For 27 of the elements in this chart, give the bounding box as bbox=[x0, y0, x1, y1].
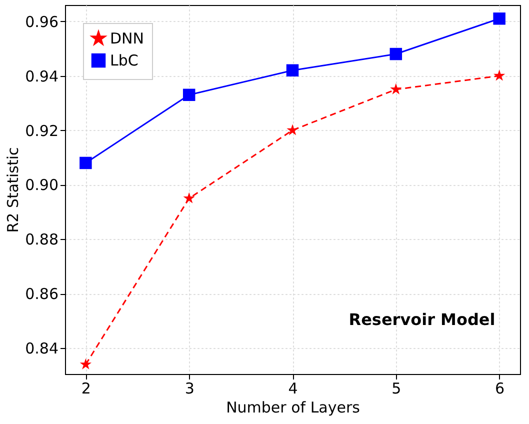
y-axis-title: R2 Statistic bbox=[4, 147, 22, 233]
annotation: Reservoir Model bbox=[348, 310, 496, 329]
point bbox=[80, 358, 92, 370]
point bbox=[182, 88, 196, 101]
y-tick-label: 0.92 bbox=[25, 122, 58, 140]
y-tick-label: 0.86 bbox=[25, 285, 58, 304]
point bbox=[493, 70, 506, 81]
x-tick-label: 4 bbox=[288, 380, 298, 398]
x-tick-label: 6 bbox=[495, 380, 505, 398]
x-tick-label: 5 bbox=[392, 380, 402, 398]
x-tick-label: 2 bbox=[81, 380, 91, 398]
legend-label: DNN bbox=[110, 30, 144, 48]
point bbox=[80, 156, 92, 170]
x-tick-label: 3 bbox=[184, 380, 194, 398]
point bbox=[286, 124, 298, 136]
y-tick-label: 0.90 bbox=[25, 176, 58, 194]
legend-label: LbC bbox=[110, 52, 138, 70]
point bbox=[390, 83, 402, 94]
y-tick-label: 0.84 bbox=[25, 340, 58, 358]
y-tick-label: 0.96 bbox=[25, 12, 58, 31]
x-axis-title: Number of Layers bbox=[226, 398, 360, 416]
y-tick-label: 0.88 bbox=[25, 230, 58, 249]
point bbox=[286, 64, 299, 76]
point bbox=[493, 12, 506, 25]
point bbox=[390, 48, 402, 60]
y-tick-label: 0.94 bbox=[25, 67, 58, 86]
point bbox=[183, 192, 195, 204]
